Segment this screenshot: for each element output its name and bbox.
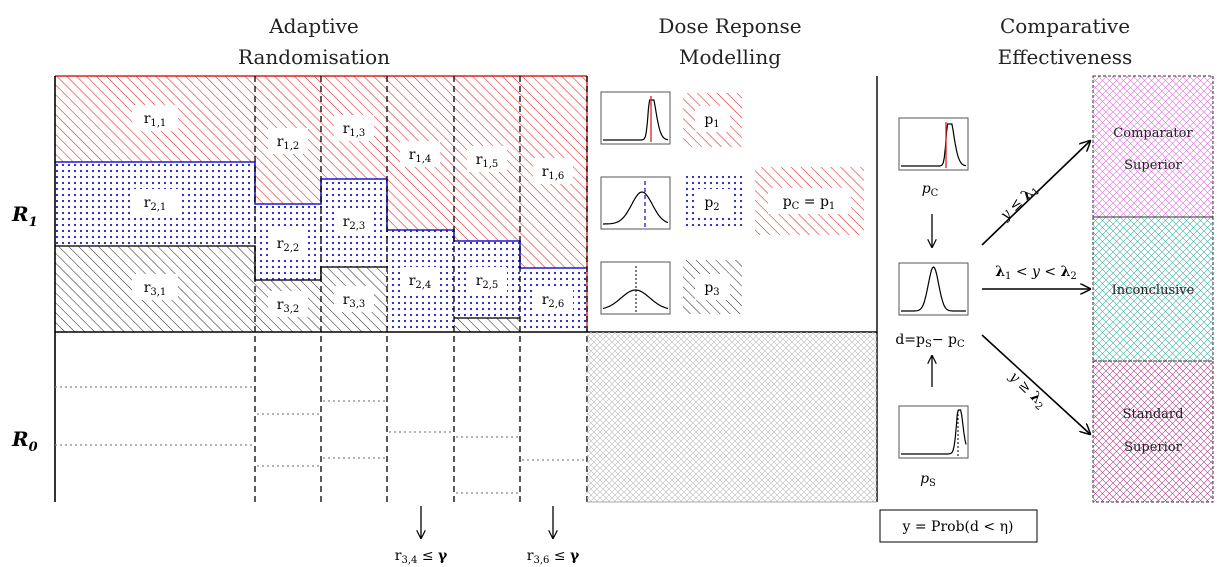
label-pc: pC: [922, 181, 939, 199]
svg-text:r1,1: r1,1: [144, 111, 167, 129]
allocation-fills: [55, 76, 587, 332]
cell-label-r14: r1,4: [400, 141, 440, 167]
r0-dotted-lines: [55, 386, 585, 494]
svg-text:p1: p1: [704, 112, 719, 130]
svg-text:Dose Reponse: Dose Reponse: [658, 14, 801, 38]
cell-label-r23: r2,3: [334, 208, 374, 234]
prob-box-pc: pC = p1: [755, 167, 864, 235]
svg-text:Standard: Standard: [1123, 407, 1184, 422]
dropout-arrows: [421, 506, 553, 538]
svg-text:r2,5: r2,5: [476, 273, 499, 291]
title-adaptive: Adaptive Randomisation: [238, 14, 390, 69]
svg-text:r1,3: r1,3: [343, 121, 366, 139]
density-plot-p1: [600, 91, 671, 145]
density-plot-p3: [600, 261, 671, 315]
outcome-standard-superior: Standard Superior: [1092, 360, 1214, 503]
density-plot-pc: [898, 117, 969, 171]
prob-box-p3: p3: [683, 260, 742, 314]
cell-label-r22: r2,2: [268, 230, 308, 256]
svg-text:r1,2: r1,2: [277, 134, 300, 152]
svg-text:pC = p1: pC = p1: [783, 194, 836, 212]
cell-label-r12: r1,2: [268, 128, 308, 154]
svg-text:Adaptive: Adaptive: [268, 14, 359, 38]
svg-text:Effectiveness: Effectiveness: [998, 45, 1133, 69]
title-comparative: Comparative Effectiveness: [998, 14, 1133, 69]
cell-label-r32: r3,2: [268, 291, 308, 317]
cell-label-r33: r3,3: [334, 286, 374, 312]
cell-label-r21: r2,1: [132, 189, 178, 215]
cell-labels: r1,1 r2,1 r3,1 r1,2 r2,2 r3,2 r1,3 r2,3 r3,3 r1,4…: [132, 105, 573, 317]
dose-lower-area: [587, 332, 877, 502]
svg-text:p2: p2: [704, 195, 719, 213]
svg-text:p3: p3: [704, 280, 719, 298]
cell-label-r24: r2,4: [400, 267, 440, 293]
arrow-label-top: y ≤ λ1: [997, 181, 1042, 226]
row-label-r0: R0: [11, 427, 38, 455]
cell-label-r15: r1,5: [467, 146, 507, 172]
svg-text:r1,5: r1,5: [476, 152, 499, 170]
title-dose: Dose Reponse Modelling: [658, 14, 801, 69]
label-d: d=pS− pC: [895, 332, 965, 350]
density-plot-ps: [898, 405, 969, 459]
density-plot-p2: [600, 176, 671, 230]
svg-text:Inconclusive: Inconclusive: [1112, 283, 1195, 298]
svg-text:r2,4: r2,4: [409, 273, 432, 291]
cell-label-r31: r3,1: [132, 274, 178, 300]
svg-text:Superior: Superior: [1124, 158, 1182, 173]
cell-label-r26: r2,6: [533, 286, 573, 312]
svg-text:r2,6: r2,6: [542, 292, 565, 310]
svg-text:Comparator: Comparator: [1113, 126, 1193, 141]
cell-label-r16: r1,6: [533, 158, 573, 184]
svg-text:Modelling: Modelling: [679, 45, 781, 69]
svg-text:Comparative: Comparative: [1000, 14, 1130, 38]
svg-text:r2,2: r2,2: [277, 236, 300, 254]
svg-text:y = Prob(d < η): y = Prob(d < η): [902, 519, 1014, 535]
arrow-label-mid: λ1 < y < λ2: [995, 264, 1077, 282]
svg-text:r3,1: r3,1: [144, 280, 167, 298]
label-ps: pS: [920, 471, 936, 489]
svg-text:r3,3: r3,3: [343, 292, 366, 310]
dropout-label-r36: r3,6 ≤ γ: [527, 548, 580, 566]
outcome-comparator-superior: Comparator Superior: [1092, 75, 1214, 218]
svg-text:r1,6: r1,6: [542, 164, 565, 182]
svg-text:Superior: Superior: [1124, 440, 1182, 455]
svg-text:r2,3: r2,3: [343, 214, 366, 232]
cell-label-r13: r1,3: [334, 115, 374, 141]
prob-box-p2: p2: [683, 176, 742, 230]
prob-box-p1: p1: [683, 93, 742, 147]
cell-label-r25: r2,5: [467, 267, 507, 293]
svg-text:r3,2: r3,2: [277, 297, 300, 315]
svg-text:Randomisation: Randomisation: [238, 45, 390, 69]
outcome-inconclusive: Inconclusive: [1092, 216, 1214, 362]
svg-text:r1,4: r1,4: [409, 147, 432, 165]
decision-arrows: [981, 141, 1090, 434]
density-plot-d: [898, 262, 969, 316]
row-label-r1: R1: [11, 202, 38, 230]
cell-label-r11: r1,1: [132, 105, 178, 131]
formula-box: y = Prob(d < η): [879, 509, 1038, 543]
dropout-label-r34: r3,4 ≤ γ: [395, 548, 448, 566]
svg-text:r2,1: r2,1: [144, 195, 167, 213]
